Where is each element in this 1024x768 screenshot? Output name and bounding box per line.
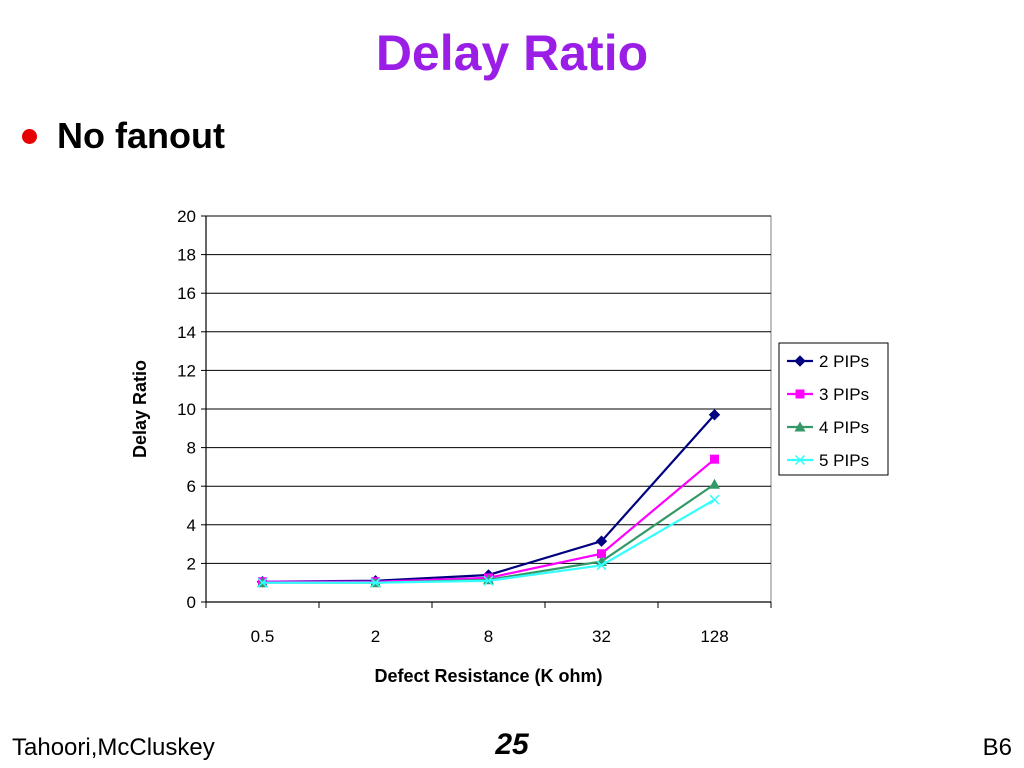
legend-label: 2 PIPs (819, 352, 869, 371)
x-tick-label: 2 (371, 627, 380, 646)
legend-label: 3 PIPs (819, 385, 869, 404)
footer-authors: Tahoori,McCluskey (12, 734, 215, 761)
legend-marker (794, 421, 806, 432)
y-tick-label: 12 (177, 361, 196, 380)
x-axis-title: Defect Resistance (K ohm) (374, 666, 602, 686)
legend-box (778, 342, 889, 476)
y-tick-label: 8 (187, 439, 196, 458)
bullet-dot-icon (22, 128, 37, 144)
data-point (595, 535, 608, 547)
y-tick-label: 6 (187, 477, 196, 496)
x-tick-label: 128 (700, 627, 728, 646)
x-tick-label: 8 (484, 627, 493, 646)
data-point (597, 549, 606, 559)
y-tick-label: 2 (187, 554, 196, 573)
data-point (709, 478, 720, 489)
y-tick-label: 0 (187, 593, 196, 612)
data-point (257, 577, 268, 588)
data-point (370, 577, 381, 588)
y-tick-label: 14 (177, 323, 196, 342)
page-number: 25 (495, 728, 529, 761)
x-tick-label: 32 (592, 627, 611, 646)
y-tick-label: 18 (177, 246, 196, 265)
slide-title: Delay Ratio (375, 25, 649, 81)
y-tick-label: 20 (177, 207, 196, 226)
legend-marker (794, 355, 806, 367)
footer-slide-id: B6 (982, 734, 1012, 761)
legend-label: 4 PIPs (819, 418, 869, 437)
y-tick-label: 10 (177, 400, 196, 419)
data-point (596, 560, 607, 571)
data-point (709, 494, 720, 505)
y-tick-label: 16 (177, 284, 196, 303)
data-point (710, 454, 719, 464)
data-point (483, 575, 494, 586)
bullet-text: No fanout (57, 115, 225, 156)
legend-marker (795, 389, 805, 399)
x-tick-label: 0.5 (251, 627, 275, 646)
y-axis-title: Delay Ratio (130, 360, 150, 458)
legend-marker (794, 454, 806, 466)
legend-label: 5 PIPs (819, 451, 869, 470)
bullet-item: No fanout (22, 112, 225, 160)
y-tick-label: 4 (187, 516, 196, 535)
data-point (708, 409, 721, 421)
